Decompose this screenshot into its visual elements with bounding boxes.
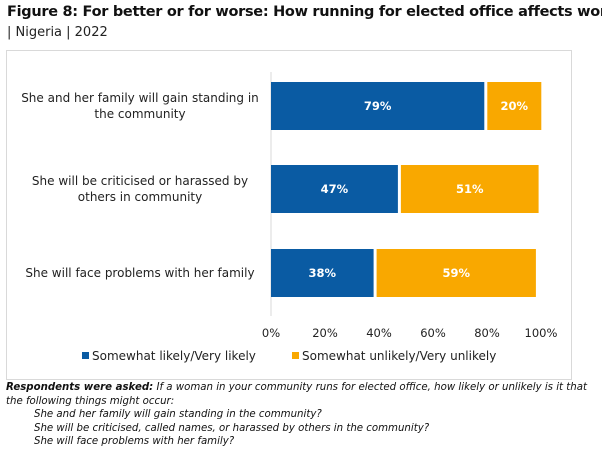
- x-tick-label: 60%: [420, 326, 446, 340]
- bar-unlikely: [376, 249, 536, 297]
- x-tick-label: 40%: [366, 326, 392, 340]
- bar-chart: She and her family will gain standing in…: [21, 72, 558, 363]
- question: She will be criticised, called names, or…: [34, 422, 430, 434]
- data-label: 79%: [364, 99, 392, 113]
- bar-likely: [271, 249, 374, 297]
- figure-subtitle: | Nigeria | 2022: [7, 25, 108, 40]
- question: She will face problems with her family?: [34, 436, 235, 447]
- figure-title: Figure 8: For better or for worse: How r…: [7, 4, 602, 20]
- legend-label: Somewhat likely/Very likely: [92, 349, 256, 363]
- bar-unlikely: [487, 82, 542, 130]
- footnote-text: If a woman in your community runs for el…: [6, 382, 587, 407]
- category-label: the community: [94, 107, 185, 121]
- category-label: She will be criticised or harassed by: [32, 174, 248, 188]
- category-label: She will face problems with her family: [25, 266, 254, 280]
- x-tick-label: 0%: [262, 326, 280, 340]
- category-label: others in community: [78, 190, 202, 204]
- data-label: 59%: [442, 266, 470, 280]
- data-label: 20%: [501, 99, 529, 113]
- data-label: 51%: [456, 182, 484, 196]
- legend-swatch: [82, 352, 89, 359]
- data-label: 38%: [309, 266, 337, 280]
- category-label: She and her family will gain standing in: [21, 91, 259, 105]
- footnote: Respondents were asked: If a woman in yo…: [6, 381, 602, 449]
- footnote-lead: Respondents were asked:: [6, 382, 154, 393]
- bar-likely: [271, 165, 398, 213]
- bar-likely: [271, 82, 485, 130]
- x-tick-label: 20%: [312, 326, 338, 340]
- data-label: 47%: [321, 182, 349, 196]
- legend-label: Somewhat unlikely/Very unlikely: [302, 349, 496, 363]
- bar-unlikely: [400, 165, 539, 213]
- legend-swatch: [292, 352, 299, 359]
- question: She and her family will gain standing in…: [34, 409, 322, 420]
- x-tick-label: 80%: [474, 326, 500, 340]
- chart-frame: [6, 50, 572, 380]
- x-tick-label: 100%: [525, 326, 558, 340]
